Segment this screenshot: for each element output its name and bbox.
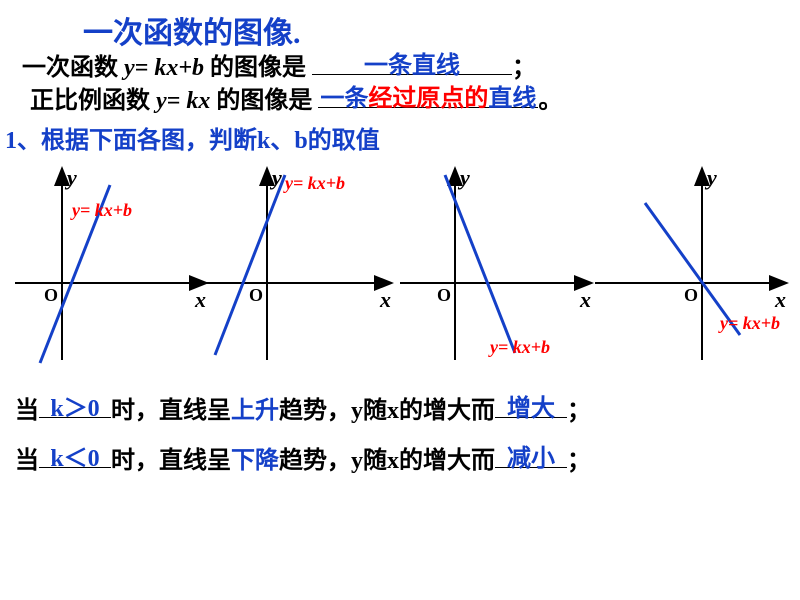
line2-eq: y= kx bbox=[156, 88, 210, 114]
graphs-row: y x O y= kx+b y x O y= kx+b y bbox=[0, 165, 800, 375]
line1-eq: y= kx+b bbox=[124, 55, 204, 81]
line2-pre: 正比例函数 bbox=[30, 88, 156, 114]
line1-fill: 一条直线 bbox=[312, 45, 512, 80]
line1-post: 的图像是 bbox=[204, 55, 312, 81]
page-title: 一次函数的图像. bbox=[83, 8, 301, 52]
line1-blank: 一条直线 bbox=[312, 49, 512, 75]
line2-tail: 。 bbox=[538, 88, 562, 114]
graph-3: y x O y= kx+b bbox=[395, 165, 595, 365]
graph-2: y x O y= kx+b bbox=[195, 165, 395, 365]
graph-1: y x O y= kx+b bbox=[10, 165, 210, 365]
summary-1: 当 k＞0 时，直线呈上升趋势，y随x的增大而 增大 ； bbox=[15, 390, 591, 425]
summary-2: 当 k＜0 时，直线呈下降趋势，y随x的增大而 减小 ； bbox=[15, 440, 591, 475]
statement-2: 正比例函数 y= kx 的图像是 一条经过原点的直线。 bbox=[30, 80, 562, 115]
statement-1: 一次函数 y= kx+b 的图像是 一条直线； bbox=[22, 47, 536, 82]
line2-post: 的图像是 bbox=[210, 88, 318, 114]
graph-4: y x O y= kx+b bbox=[590, 165, 790, 365]
line2-fill: 一条经过原点的直线 bbox=[318, 78, 538, 113]
line2-blank: 一条经过原点的直线 bbox=[318, 82, 538, 108]
question-1: 1、根据下面各图，判断k、b的取值 bbox=[5, 120, 380, 155]
line1-pre: 一次函数 bbox=[22, 55, 124, 81]
